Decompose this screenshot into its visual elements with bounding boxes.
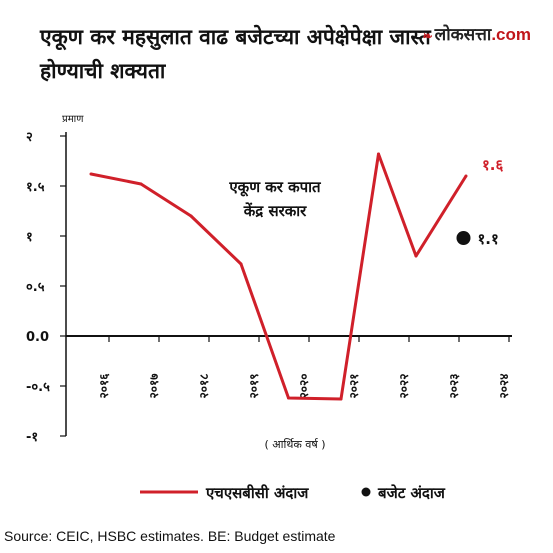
y-tick-label: ०.५ [26, 280, 45, 295]
data-point [89, 172, 93, 176]
x-tick-label: २०२३ [447, 374, 461, 399]
budget-estimate-label: १.१ [478, 230, 499, 248]
chart-annotation: एकूण कर कपात [228, 178, 322, 197]
series: १.६ १.१ [89, 152, 503, 401]
annotations: एकूण कर कपात केंद्र सरकार [228, 178, 322, 220]
legend-label-budget: बजेट अंदाज [377, 484, 446, 502]
x-tick-label: २०२१ [347, 374, 361, 399]
y-tick-label: -०.५ [26, 380, 50, 395]
legend-swatch-budget [361, 487, 371, 497]
source-note: Source: CEIC, HSBC estimates. BE: Budget… [4, 528, 336, 544]
x-tick-label: २०१८ [197, 374, 211, 399]
x-tick-label: २०१६ [97, 373, 111, 399]
brand-suffix: .com [491, 25, 531, 44]
data-point [239, 262, 243, 266]
x-axis-label: ( आर्थिक वर्ष ) [264, 438, 325, 451]
data-point [139, 182, 143, 186]
brand-name: लोकसत्ता [434, 25, 492, 44]
series-end-label-hsbc: १.६ [482, 156, 503, 174]
y-axis-label: प्रमाण [62, 114, 84, 125]
brand-logo[interactable]: ❧ लोकसत्ता.com [423, 22, 531, 45]
data-point [464, 174, 468, 178]
x-tick-label: २०२४ [497, 374, 511, 399]
y-axis: प्रमाण २ १.५ १ ०.५ 0.0 -०.५ -१ [26, 114, 84, 445]
brand-mark-icon: ❧ [422, 29, 433, 43]
legend-label-hsbc: एचएसबीसी अंदाज [205, 484, 309, 502]
y-tick-label: २ [26, 130, 33, 145]
budget-estimate-point [456, 231, 471, 245]
x-axis: २०१६ २०१७ २०१८ २०१९ २०२० २०२१ २०२२ २०२३ २०२४ ( आर… [66, 335, 512, 451]
x-tick-label: २०२२ [397, 374, 411, 399]
y-tick-label: १.५ [26, 180, 45, 195]
x-tick-label: २०१७ [147, 373, 161, 399]
chart-annotation: केंद्र सरकार [243, 202, 307, 220]
legend: एचएसबीसी अंदाज बजेट अंदाज [140, 484, 446, 502]
data-point [377, 152, 380, 156]
data-point [414, 254, 418, 258]
x-tick-label: २०१९ [247, 374, 261, 399]
y-tick-label: १ [26, 230, 33, 245]
y-tick-label: 0.0 [26, 330, 49, 345]
chart-title: एकूण कर महसुलात वाढ बजेटच्या अपेक्षेपेक्… [40, 25, 431, 83]
data-point [287, 396, 290, 400]
data-point [339, 397, 343, 401]
data-point [189, 214, 193, 218]
y-tick-label: -१ [26, 430, 38, 445]
x-tick-label: २०२० [297, 374, 311, 399]
